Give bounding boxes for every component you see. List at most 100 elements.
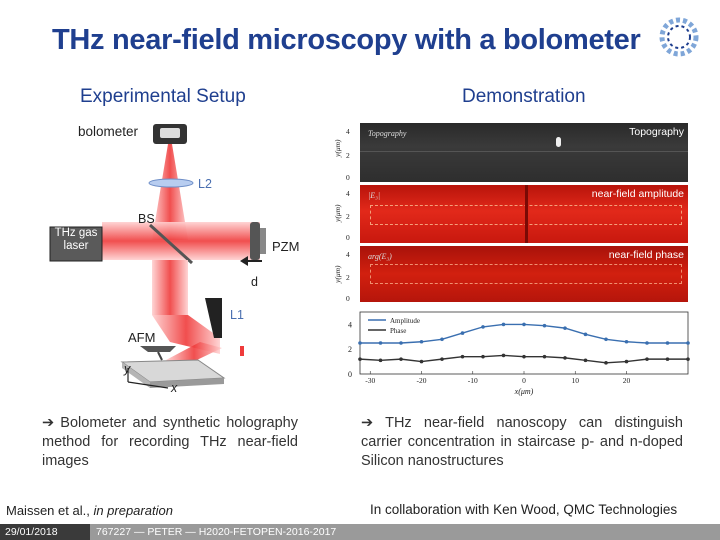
data-point-amplitude [604,337,608,342]
data-point-phase [378,358,383,363]
afm-label: AFM [128,330,156,345]
data-point-phase [460,354,465,359]
data-point-phase [399,357,403,361]
data-point-amplitude [645,341,649,345]
bolometer-label: bolometer [78,124,139,139]
phase-y-axis: y(μm) [333,265,342,283]
data-point-phase [419,359,424,364]
data-point-amplitude [419,339,424,344]
ytick: 4 [346,250,350,259]
footer-bar [0,524,720,540]
data-point-amplitude [481,325,485,329]
footer-date: 29/01/2018 [0,524,90,540]
data-point-phase [604,361,608,365]
data-point-phase [645,357,649,361]
mirror-l1 [205,298,222,338]
data-point-amplitude [686,341,690,345]
data-point-phase [481,354,485,359]
data-point-amplitude [624,339,629,344]
ytick: 2 [346,273,350,282]
ytick: 4 [346,189,350,198]
amplitude-panel: |E₃| near-field amplitude [360,185,688,243]
bolometer-icon [153,124,187,144]
data-point-phase [501,353,506,358]
y-tick-label: 2 [348,345,352,354]
d-label: d [251,275,258,289]
data-point-phase [665,357,670,361]
data-point-phase [440,357,444,361]
x-tick-label: -10 [468,376,478,385]
citation-status: in preparation [93,503,173,518]
citation: Maissen et al., in preparation [6,503,173,518]
l2-label: L2 [198,177,212,191]
setup-diagram [49,124,266,389]
ytick: 4 [346,127,350,136]
ytick: 2 [346,151,350,160]
data-point-phase [583,358,588,363]
pzm-mirror [250,222,266,260]
y-tick-label: 0 [348,370,352,379]
data-point-amplitude [563,326,567,330]
bs-label: BS [138,212,155,226]
demo-description: ➔ THz near-field nanoscopy can distingui… [361,415,683,469]
data-point-amplitude [501,322,506,327]
ytick: 2 [346,212,350,221]
data-point-amplitude [399,341,403,345]
data-point-amplitude [665,341,670,345]
data-point-phase [358,357,362,361]
laser-label: THz gas laser [54,227,98,252]
pzm-label: PZM [272,239,300,254]
topography-inner-label: Topography [368,129,407,138]
data-point-amplitude [583,332,588,337]
demo-heading: Demonstration [462,86,586,107]
footer-project: 767227 — PETER — H2020-FETOPEN-2016-2017 [96,526,337,538]
collaboration-note: In collaboration with Ken Wood, QMC Tech… [370,502,678,517]
amplitude-inner-label: |E₃| [368,191,381,200]
topography-panel: Topography Topography [360,123,688,182]
amplitude-label: near-field amplitude [591,188,684,200]
setup-heading: Experimental Setup [80,86,246,107]
setup-description: ➔ Bolometer and synthetic holography met… [42,415,298,469]
topography-label: Topography [629,126,684,138]
slide-title: THz near-field microscopy with a bolomet… [52,24,641,56]
legend-label: Amplitude [390,317,420,325]
beam-splitter [148,223,194,265]
x-axis-title: x(μm) [514,387,534,396]
laser-box [49,226,103,262]
x-tick-label: -20 [417,376,427,385]
data-point-phase [624,359,629,364]
data-point-phase [542,354,547,359]
data-point-phase [522,354,526,359]
beam-upper [152,144,188,240]
ytick: 0 [346,294,350,303]
legend-label: Phase [390,327,406,335]
citation-prefix: Maissen et al., [6,503,94,518]
afm-tip [140,346,176,352]
y-tick-label: 4 [348,320,352,329]
lens-l2 [148,178,194,188]
phase-panel: arg(E₃) near-field phase [360,246,688,302]
phase-inner-label: arg(E₃) [368,252,392,261]
x-tick-label: 0 [522,376,526,385]
y-axis-label: y [124,362,131,376]
data-point-amplitude [378,341,383,345]
data-point-amplitude [542,323,547,328]
data-point-amplitude [522,322,526,327]
data-point-amplitude [460,331,465,335]
plot-frame [359,311,689,375]
peter-logo-icon [659,17,699,57]
topography-y-axis: y(μm) [333,139,342,157]
data-point-amplitude [440,337,444,342]
x-tick-label: 20 [623,376,631,385]
ytick: 0 [346,233,350,242]
amplitude-y-axis: y(μm) [333,204,342,222]
ytick: 0 [346,173,350,182]
x-tick-label: 10 [572,376,580,385]
data-point-amplitude [358,341,362,345]
l1-label: L1 [230,308,244,322]
data-point-phase [563,356,567,360]
d-arrow-icon [240,256,248,266]
phase-label: near-field phase [608,249,684,261]
data-point-phase [686,357,690,361]
